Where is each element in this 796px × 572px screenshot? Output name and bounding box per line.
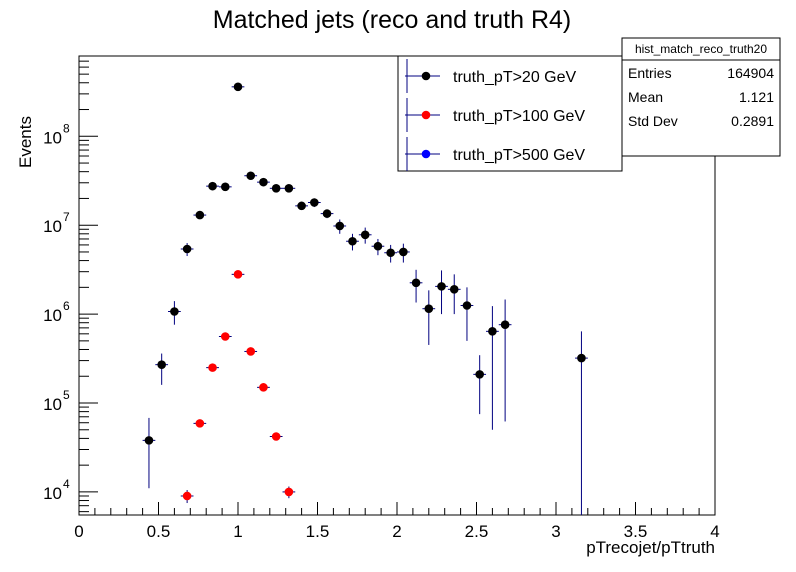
data-point	[577, 353, 586, 363]
data-point	[246, 171, 256, 181]
data-point	[182, 244, 192, 254]
data-point	[475, 370, 484, 379]
legend-marker	[421, 71, 431, 81]
data-point	[310, 198, 319, 207]
legend-label: truth_pT>100 GeV	[453, 108, 585, 125]
y-tick-label-base: 10	[43, 395, 62, 414]
data-point	[322, 209, 332, 218]
data-point	[335, 221, 345, 231]
data-point	[271, 184, 281, 193]
data-point	[386, 248, 395, 258]
data-point	[271, 432, 281, 441]
y-tick-label-base: 10	[43, 128, 62, 147]
data-point	[449, 285, 459, 294]
x-tick-label: 1	[233, 522, 242, 541]
stats-box: hist_match_reco_truth20 Entries 164904 Mea…	[621, 37, 781, 157]
legend-label: truth_pT>500 GeV	[453, 147, 585, 164]
data-point	[411, 278, 421, 288]
stats-row-label: Std Dev	[628, 113, 678, 129]
y-tick-label-base: 10	[43, 306, 62, 325]
legend-marker	[421, 149, 431, 159]
x-tick-label: 2	[392, 522, 401, 541]
stats-row-value: 164904	[727, 65, 774, 81]
y-axis-label: Events	[16, 116, 35, 168]
data-point	[297, 201, 306, 211]
stats-row-label: Mean	[628, 89, 663, 105]
data-point	[488, 327, 497, 336]
data-point	[348, 236, 357, 246]
y-tick-label-base: 10	[43, 217, 62, 236]
data-point	[259, 177, 268, 187]
data-point	[500, 320, 510, 330]
data-point	[360, 230, 370, 240]
data-point	[233, 82, 243, 92]
data-point	[170, 307, 179, 316]
stats-row-value: 1.121	[739, 89, 774, 105]
y-tick-label-exponent: 8	[63, 121, 70, 135]
x-tick-label: 2.5	[465, 522, 489, 541]
data-point	[246, 347, 256, 356]
legend-label: truth_pT>20 GeV	[453, 69, 577, 86]
data-point	[220, 182, 230, 192]
data-point	[182, 491, 192, 501]
y-tick-label-base: 10	[43, 484, 62, 503]
legend-marker	[421, 110, 431, 120]
stats-row-label: Entries	[628, 65, 672, 81]
data-point	[220, 332, 230, 341]
data-layer	[142, 82, 588, 515]
y-tick-label-exponent: 5	[63, 388, 70, 402]
data-point	[462, 301, 472, 310]
data-point	[208, 363, 217, 372]
data-point	[437, 282, 446, 291]
x-tick-label: 3.5	[624, 522, 648, 541]
x-tick-label: 4	[710, 522, 719, 541]
data-point	[195, 419, 205, 428]
data-point	[373, 241, 383, 251]
data-point	[208, 181, 217, 191]
chart-title: Matched jets (reco and truth R4)	[213, 6, 572, 34]
legend-box	[397, 55, 623, 172]
y-tick-label-exponent: 6	[63, 299, 70, 313]
stats-row-value: 0.2891	[731, 113, 774, 129]
x-axis: 0 0.5 1 1.5 2 2.5 3 3.5 4	[74, 502, 720, 541]
data-point	[284, 184, 294, 193]
stats-box-frame	[621, 37, 781, 157]
data-point	[424, 304, 434, 314]
stats-box-title: hist_match_reco_truth20	[635, 42, 767, 56]
x-tick-label: 1.5	[306, 522, 330, 541]
x-tick-label: 3	[551, 522, 560, 541]
data-point	[144, 436, 154, 445]
data-point	[195, 210, 205, 220]
data-point	[233, 270, 243, 279]
data-point	[259, 383, 268, 392]
legend: truth_pT>20 GeV truth_pT>100 GeV truth_pT>…	[397, 55, 623, 172]
y-tick-label-exponent: 7	[63, 210, 70, 224]
data-point	[399, 247, 408, 257]
data-point	[157, 360, 166, 369]
x-tick-label: 0	[74, 522, 83, 541]
x-axis-label: pTrecojet/pTtruth	[586, 538, 715, 557]
y-tick-label-exponent: 4	[63, 477, 70, 491]
x-tick-label: 0.5	[147, 522, 171, 541]
data-point	[284, 487, 294, 497]
